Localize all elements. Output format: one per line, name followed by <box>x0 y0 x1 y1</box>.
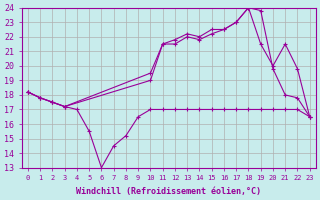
X-axis label: Windchill (Refroidissement éolien,°C): Windchill (Refroidissement éolien,°C) <box>76 187 261 196</box>
